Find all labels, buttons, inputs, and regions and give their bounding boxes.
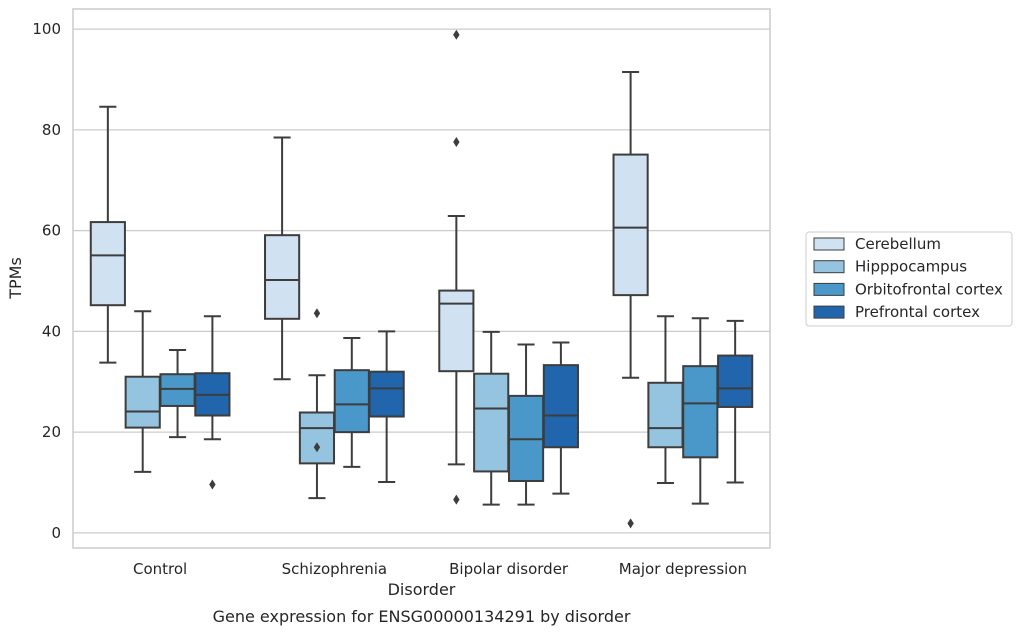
- legend-label: Cerebellum: [855, 235, 941, 253]
- box-iqr: [682, 365, 719, 459]
- box-cerebellum-3: [612, 70, 649, 529]
- box-iqr: [124, 375, 161, 429]
- box-orbitofrontal-cortex-2: [507, 343, 545, 506]
- outlier-point: [453, 29, 460, 40]
- box-hipppocampus-2: [473, 330, 510, 506]
- box-cerebellum-0: [89, 105, 126, 364]
- legend-swatch: [813, 260, 845, 274]
- x-tick-label: Schizophrenia: [282, 560, 387, 578]
- y-tick-label: 80: [42, 121, 61, 139]
- legend-swatch: [813, 305, 845, 319]
- x-tick-label: Control: [133, 560, 187, 578]
- legend: Cerebellum Hipppocampus Orbitofrontal cort…: [805, 231, 1013, 327]
- box-orbitofrontal-cortex-0: [159, 349, 196, 439]
- x-axis-label: Disorder: [388, 580, 456, 599]
- box-iqr: [717, 354, 754, 408]
- y-tick-labels: 0 20 40 60 80 100: [32, 20, 61, 542]
- box-iqr: [438, 289, 475, 373]
- y-axis-label: TPMs: [6, 257, 25, 300]
- outlier-point: [453, 136, 460, 147]
- plot-frame: [72, 8, 771, 549]
- box-iqr: [159, 373, 196, 407]
- outlier-point: [313, 442, 321, 453]
- box-iqr: [368, 370, 405, 418]
- y-tick-label: 40: [42, 322, 61, 340]
- box-iqr: [89, 221, 126, 307]
- legend-label: Prefrontal cortex: [855, 303, 980, 321]
- box-cerebellum-1: [264, 136, 301, 381]
- box-iqr: [298, 411, 336, 465]
- y-tick-label: 100: [32, 20, 61, 38]
- legend-swatch: [813, 237, 845, 251]
- y-tick-label: 0: [51, 524, 61, 542]
- box-hipppocampus-0: [124, 310, 161, 473]
- box-prefrontal-cortex-0: [194, 315, 231, 490]
- box-iqr: [542, 364, 579, 449]
- box-prefrontal-cortex-1: [368, 330, 405, 484]
- x-tick-labels: Control Schizophrenia Bipolar disorder Majo…: [133, 560, 747, 578]
- box-iqr: [264, 234, 301, 320]
- box-prefrontal-cortex-2: [542, 341, 579, 495]
- outlier-point: [453, 494, 460, 505]
- box-cerebellum-2: [438, 29, 475, 505]
- gridlines: [73, 28, 770, 534]
- boxes: [89, 29, 754, 529]
- box-iqr: [333, 369, 370, 434]
- x-tick-label: Major depression: [619, 560, 747, 578]
- box-iqr: [473, 372, 510, 473]
- chart-caption: Gene expression for ENSG00000134291 by d…: [213, 607, 631, 626]
- box-iqr: [612, 153, 649, 297]
- legend-label: Orbitofrontal cortex: [855, 280, 1003, 298]
- outlier-point: [627, 518, 634, 529]
- legend-swatch: [813, 282, 845, 296]
- legend-label: Hipppocampus: [855, 258, 967, 276]
- box-iqr: [647, 381, 684, 449]
- box-orbitofrontal-cortex-3: [682, 317, 719, 505]
- y-tick-label: 60: [42, 222, 61, 240]
- box-prefrontal-cortex-3: [717, 319, 754, 484]
- x-tick-label: Bipolar disorder: [449, 560, 569, 578]
- box-hipppocampus-1: [298, 308, 336, 500]
- outlier-point: [209, 479, 216, 490]
- legend-frame: [805, 231, 1013, 327]
- outlier-point: [313, 308, 321, 319]
- box-hipppocampus-3: [647, 315, 684, 485]
- box-orbitofrontal-cortex-1: [333, 336, 370, 468]
- y-tick-label: 20: [42, 423, 61, 441]
